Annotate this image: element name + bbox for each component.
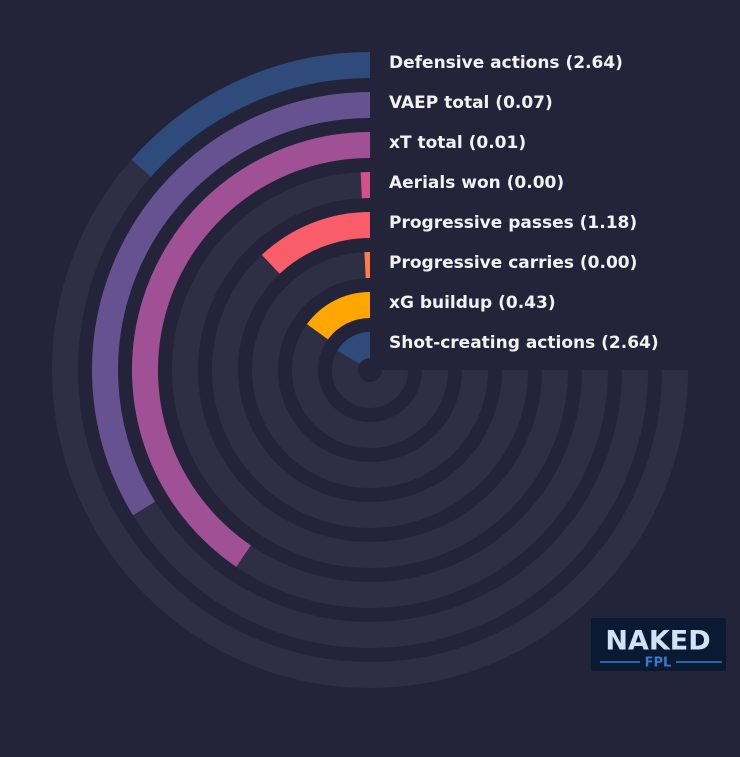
- bar-label: Shot-creating actions (2.64): [389, 333, 659, 353]
- track: [252, 252, 488, 488]
- radial-bar: [92, 92, 371, 516]
- bar-label: Progressive carries (0.00): [389, 253, 637, 273]
- radial-bar: [132, 132, 371, 567]
- radial-bar: [131, 52, 371, 177]
- bar-label: Progressive passes (1.18): [389, 213, 637, 233]
- radial-bar: [306, 292, 371, 340]
- radial-bar: [337, 332, 371, 365]
- bar-label: xG buildup (0.43): [389, 293, 556, 313]
- radial-bar: [261, 212, 371, 275]
- track: [172, 172, 568, 568]
- logo: NAKED FPL: [591, 618, 726, 671]
- logo-subtext: FPL: [645, 656, 672, 671]
- bar-label: Aerials won (0.00): [389, 173, 564, 193]
- bar-label: VAEP total (0.07): [389, 93, 553, 113]
- bar-label: Defensive actions (2.64): [389, 53, 623, 73]
- bar-label: xT total (0.01): [389, 133, 526, 153]
- logo-text: NAKED: [605, 626, 710, 657]
